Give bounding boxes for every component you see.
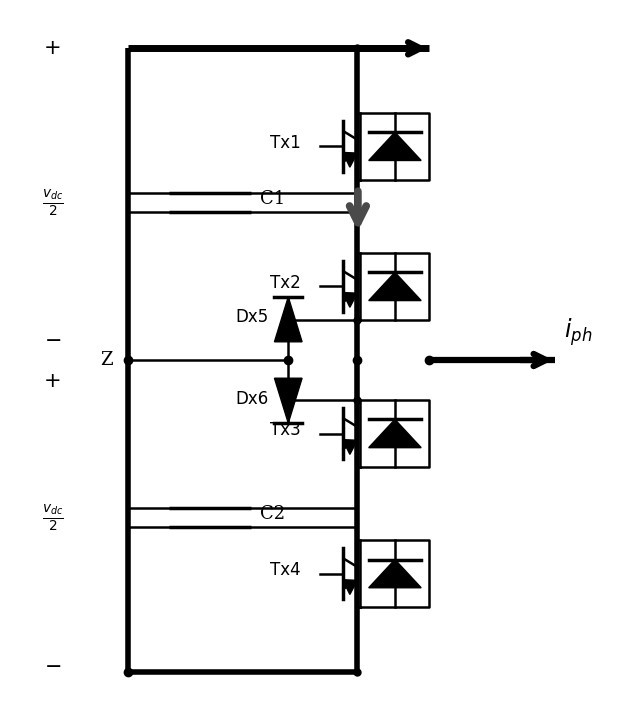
Text: $\frac{v_{dc}}{2}$: $\frac{v_{dc}}{2}$ xyxy=(42,503,64,533)
Text: Tx2: Tx2 xyxy=(270,274,301,292)
Text: C1: C1 xyxy=(260,190,285,208)
Polygon shape xyxy=(368,560,421,588)
Polygon shape xyxy=(342,152,357,167)
Text: Dx6: Dx6 xyxy=(235,390,268,407)
Polygon shape xyxy=(342,440,357,455)
Text: $i_{ph}$: $i_{ph}$ xyxy=(565,316,592,348)
Text: +: + xyxy=(44,371,62,391)
Polygon shape xyxy=(342,292,357,307)
Polygon shape xyxy=(368,273,421,301)
Polygon shape xyxy=(275,378,302,423)
Text: C2: C2 xyxy=(260,505,285,523)
Polygon shape xyxy=(275,297,302,342)
Text: Tx1: Tx1 xyxy=(270,134,301,152)
Text: $-$: $-$ xyxy=(44,654,61,675)
Text: $\frac{v_{dc}}{2}$: $\frac{v_{dc}}{2}$ xyxy=(42,187,64,217)
Text: Dx5: Dx5 xyxy=(235,309,268,326)
Polygon shape xyxy=(368,419,421,448)
Text: +: + xyxy=(44,38,62,59)
Polygon shape xyxy=(368,132,421,160)
Text: Tx4: Tx4 xyxy=(270,561,301,579)
Polygon shape xyxy=(342,580,357,594)
Text: $-$: $-$ xyxy=(44,329,61,349)
Text: Tx3: Tx3 xyxy=(270,421,301,439)
Text: Z: Z xyxy=(100,351,113,369)
